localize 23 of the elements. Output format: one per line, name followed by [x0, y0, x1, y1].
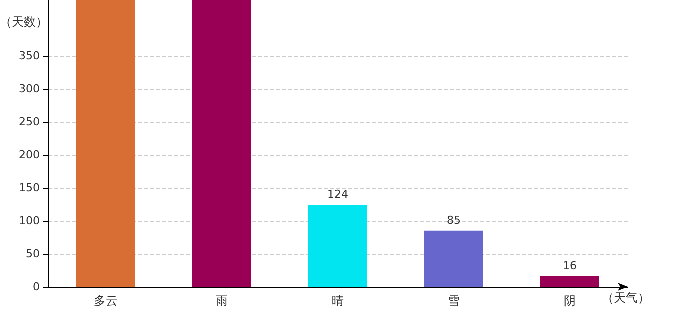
x-axis-title: （天气）	[602, 291, 650, 305]
y-axis-title: （天数）	[0, 15, 48, 29]
x-tick-label: 雪	[448, 294, 460, 308]
y-tick-label: 100	[19, 214, 40, 228]
y-tick-label: 350	[19, 50, 40, 63]
x-tick-label: 阴	[564, 294, 576, 308]
y-tick-label: 150	[19, 182, 40, 195]
data-label: 124	[328, 188, 348, 202]
y-tick-label: 0	[33, 280, 40, 294]
y-tick-label: 200	[19, 148, 40, 162]
bar	[540, 276, 600, 287]
x-tick-label: 雨	[216, 294, 228, 308]
bar	[76, 0, 136, 287]
y-tick-label: 250	[19, 116, 40, 129]
data-label: 85	[447, 214, 461, 227]
x-tick-label: 多云	[94, 294, 118, 308]
data-label: 16	[563, 259, 577, 272]
y-tick-label: 50	[26, 248, 40, 261]
bar	[308, 205, 368, 287]
x-tick-label: 晴	[332, 294, 344, 308]
bar	[424, 230, 484, 287]
y-tick-label: 300	[19, 82, 40, 96]
bar	[192, 0, 252, 287]
